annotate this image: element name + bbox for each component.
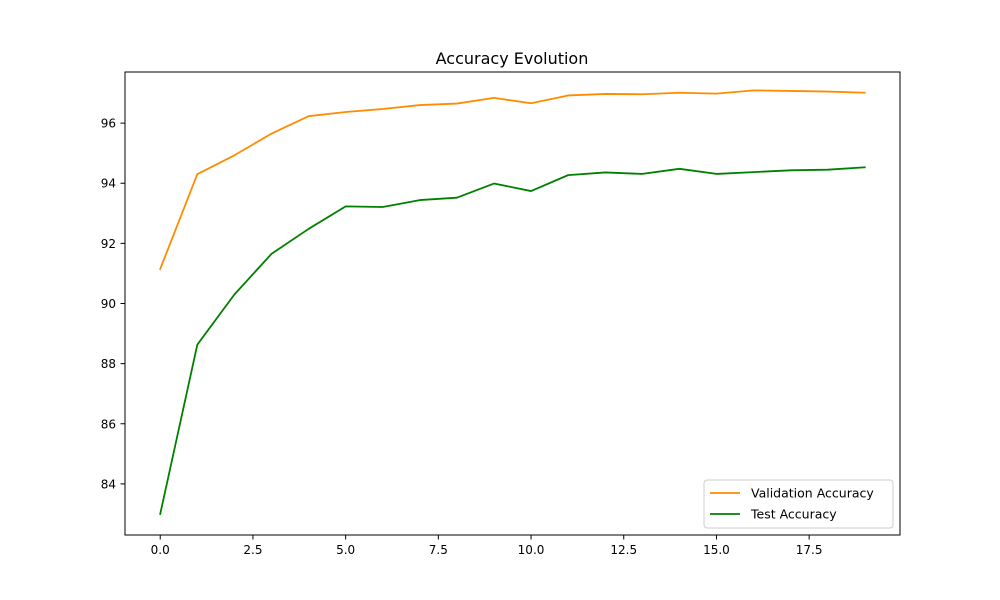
y-tick-label: 88 [101, 357, 116, 371]
series-line-validation-accuracy [159, 89, 866, 271]
y-axis: 84 86 88 90 92 94 96 [101, 117, 125, 491]
y-tick-label: 84 [101, 477, 116, 491]
series-line-test-accuracy [159, 166, 866, 516]
y-tick-label: 90 [101, 297, 116, 311]
x-axis: 0.0 2.5 5.0 7.5 10.0 12.5 15.0 17.5 [151, 535, 823, 557]
x-tick-label: 2.5 [243, 543, 262, 557]
legend-box [703, 479, 894, 529]
plot-area-frame [124, 71, 901, 536]
legend-label-validation: Validation Accuracy [751, 486, 874, 501]
x-tick-label: 5.0 [336, 543, 355, 557]
x-tick-label: 17.5 [796, 543, 823, 557]
x-tick-label: 0.0 [151, 543, 170, 557]
x-tick-label: 10.0 [518, 543, 545, 557]
y-tick-label: 94 [101, 177, 116, 191]
series-layer [159, 89, 866, 516]
y-tick-label: 96 [101, 117, 116, 131]
x-tick-label: 12.5 [610, 543, 637, 557]
y-tick-label: 92 [101, 237, 116, 251]
x-tick-label: 7.5 [429, 543, 448, 557]
chart-title: Accuracy Evolution [436, 49, 589, 68]
x-tick-label: 15.0 [703, 543, 730, 557]
legend-label-test: Test Accuracy [750, 507, 837, 522]
y-tick-label: 86 [101, 417, 116, 431]
legend: Validation Accuracy Test Accuracy [703, 479, 894, 529]
